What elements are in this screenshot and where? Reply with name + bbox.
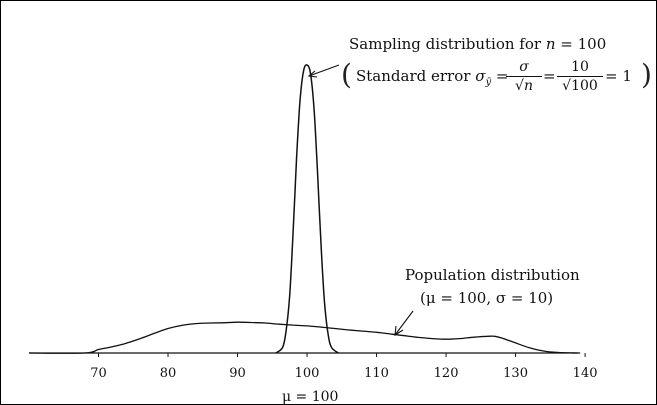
sigma-over-root-n-numerator: σ	[519, 59, 529, 75]
sampling-title-prefix: Sampling distribution for	[349, 35, 546, 53]
sigma-over-root-n-denominator: √n	[515, 78, 533, 94]
ten-over-root-100-numerator: 10	[571, 59, 589, 75]
x-tick-label: 120	[434, 366, 459, 381]
population-pointer-arrow	[394, 310, 414, 337]
sampling-distribution-title: Sampling distribution for n = 100	[349, 37, 606, 52]
population-distribution-params: (μ = 100, σ = 10)	[420, 289, 554, 307]
x-tick-label: 90	[229, 366, 246, 381]
ten-over-root-100-fraction: 10 √100	[557, 59, 603, 94]
x-tick-label: 110	[364, 366, 389, 381]
standard-error-text: Standard error	[356, 67, 476, 85]
sampling-title-n: n	[545, 35, 556, 53]
sampling-distribution-curve	[275, 64, 339, 354]
standard-error-sigma: σ	[475, 67, 486, 85]
standard-error-label: Standard error σȳ =	[356, 69, 508, 88]
standard-error-open-paren: (	[341, 58, 352, 91]
sigma-over-root-n-fraction: σ √n	[506, 59, 542, 94]
sampling-title-suffix: = 100	[555, 35, 607, 53]
x-tick-label: 140	[573, 366, 598, 381]
x-tick-label: 100	[295, 366, 320, 381]
sampling-pointer-arrow	[307, 64, 340, 78]
mu-axis-marker-label: μ = 100	[282, 389, 339, 405]
x-tick-label: 80	[160, 366, 177, 381]
standard-error-equals-3: = 1	[605, 67, 632, 85]
ten-over-root-100-denominator: √100	[562, 78, 598, 94]
x-tick-label: 130	[503, 366, 528, 381]
x-tick-label: 70	[90, 366, 107, 381]
population-distribution-curve	[28, 321, 579, 354]
standard-error-ybar: ȳ	[485, 77, 492, 88]
standard-error-equals-2: =	[543, 67, 556, 85]
population-distribution-title: Population distribution	[405, 266, 580, 284]
x-axis-ticks: 70 80 90 100 110 120 130 140	[90, 353, 598, 381]
standard-error-close-paren: )	[641, 58, 652, 91]
standard-error-equals-1: =	[491, 67, 509, 85]
